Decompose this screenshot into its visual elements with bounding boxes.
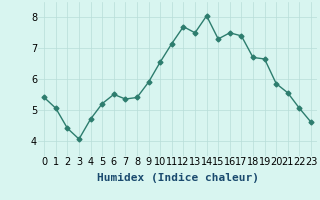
- X-axis label: Humidex (Indice chaleur): Humidex (Indice chaleur): [97, 173, 259, 183]
